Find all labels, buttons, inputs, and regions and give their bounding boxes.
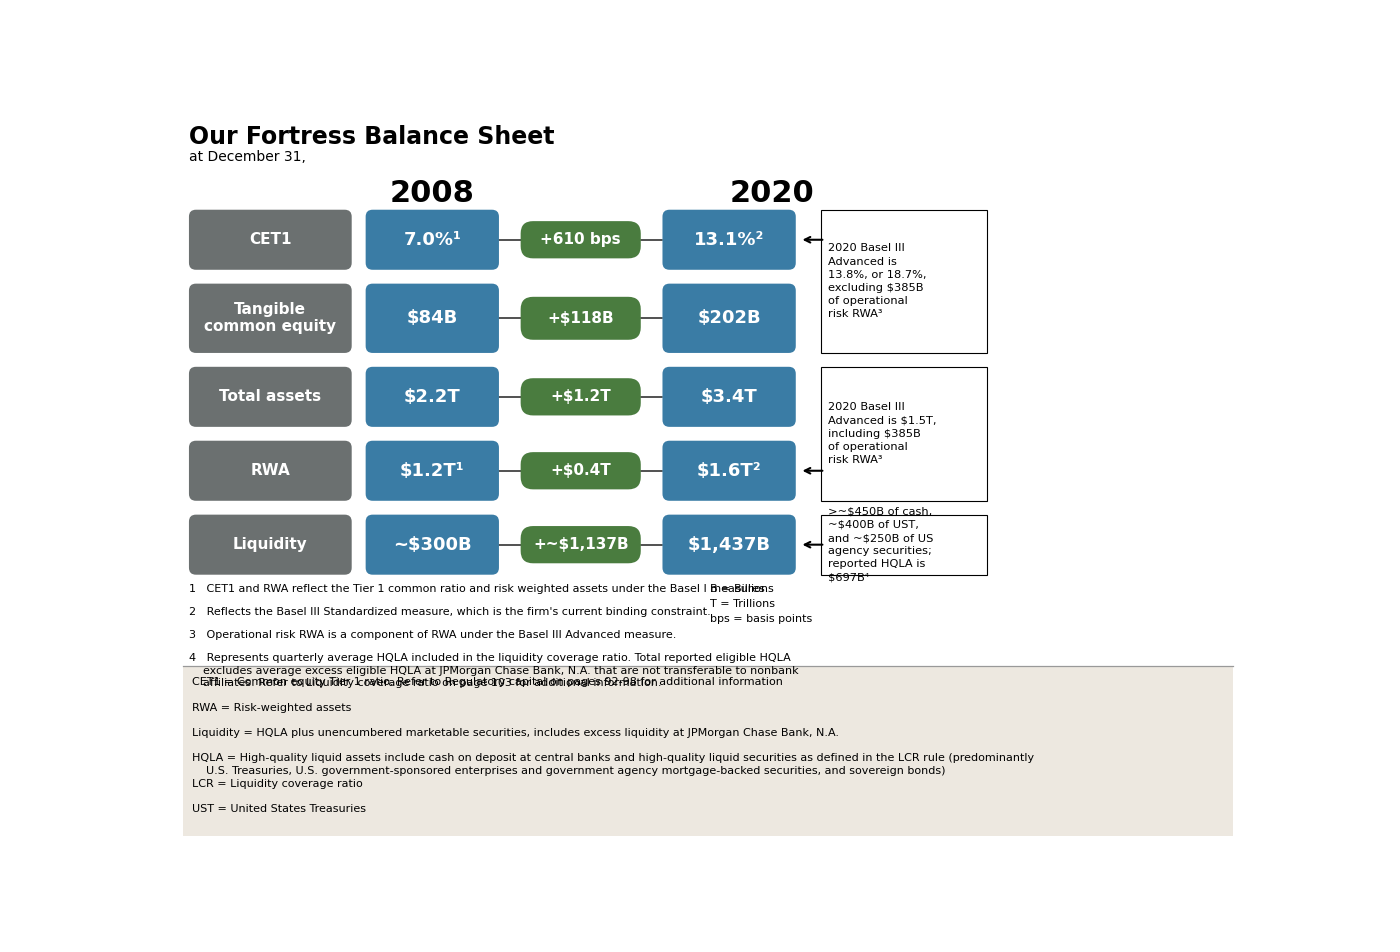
FancyBboxPatch shape [365, 284, 498, 353]
Text: 13.1%²: 13.1%² [694, 230, 764, 248]
Text: 2   Reflects the Basel III Standardized measure, which is the firm's current bin: 2 Reflects the Basel III Standardized me… [189, 607, 711, 617]
Text: +$118B: +$118B [547, 310, 615, 326]
FancyBboxPatch shape [365, 515, 498, 575]
Text: 1   CET1 and RWA reflect the Tier 1 common ratio and risk weighted assets under : 1 CET1 and RWA reflect the Tier 1 common… [189, 584, 769, 594]
Text: Liquidity = HQLA plus unencumbered marketable securities, includes excess liquid: Liquidity = HQLA plus unencumbered marke… [192, 728, 839, 738]
Text: 4   Represents quarterly average HQLA included in the liquidity coverage ratio. : 4 Represents quarterly average HQLA incl… [189, 653, 798, 688]
Text: 3   Operational risk RWA is a component of RWA under the Basel III Advanced meas: 3 Operational risk RWA is a component of… [189, 630, 676, 640]
Text: +610 bps: +610 bps [540, 232, 622, 248]
Text: 2020 Basel III
Advanced is
13.8%, or 18.7%,
excluding $385B
of operational
risk : 2020 Basel III Advanced is 13.8%, or 18.… [829, 244, 927, 319]
Text: UST = United States Treasuries: UST = United States Treasuries [192, 804, 365, 814]
Text: 2020: 2020 [729, 179, 815, 208]
Text: Liquidity: Liquidity [232, 537, 308, 552]
FancyBboxPatch shape [521, 526, 641, 564]
Text: Total assets: Total assets [220, 389, 322, 405]
Bar [820, 209, 987, 353]
FancyBboxPatch shape [521, 452, 641, 489]
Text: $1,437B: $1,437B [687, 536, 770, 554]
FancyBboxPatch shape [189, 367, 351, 426]
Text: 2020 Basel III
Advanced is $1.5T,
including $385B
of operational
risk RWA³: 2020 Basel III Advanced is $1.5T, includ… [829, 403, 937, 466]
FancyBboxPatch shape [521, 221, 641, 258]
FancyBboxPatch shape [189, 209, 351, 269]
FancyBboxPatch shape [662, 284, 795, 353]
FancyBboxPatch shape [662, 441, 795, 501]
Bar [183, 666, 1233, 836]
FancyBboxPatch shape [365, 441, 498, 501]
Text: +~$1,137B: +~$1,137B [533, 537, 629, 552]
Text: RWA: RWA [251, 464, 290, 478]
Text: at December 31,: at December 31, [189, 150, 305, 165]
Text: $1.2T¹: $1.2T¹ [400, 462, 465, 480]
Text: ~$300B: ~$300B [393, 536, 472, 554]
FancyBboxPatch shape [662, 515, 795, 575]
FancyBboxPatch shape [662, 367, 795, 426]
FancyBboxPatch shape [521, 378, 641, 415]
Text: HQLA = High-quality liquid assets include cash on deposit at central banks and h: HQLA = High-quality liquid assets includ… [192, 753, 1035, 776]
Text: Our Fortress Balance Sheet: Our Fortress Balance Sheet [189, 125, 554, 149]
FancyBboxPatch shape [189, 441, 351, 501]
FancyBboxPatch shape [521, 297, 641, 340]
Text: $1.6T²: $1.6T² [697, 462, 762, 480]
Text: LCR = Liquidity coverage ratio: LCR = Liquidity coverage ratio [192, 779, 363, 789]
Text: $84B: $84B [406, 309, 458, 327]
Text: $3.4T: $3.4T [701, 387, 757, 406]
Bar [820, 367, 987, 501]
Text: $2.2T: $2.2T [405, 387, 461, 406]
FancyBboxPatch shape [189, 284, 351, 353]
Text: >~$450B of cash,
~$400B of UST,
and ~$250B of US
agency securities;
reported HQL: >~$450B of cash, ~$400B of UST, and ~$25… [829, 506, 934, 583]
Text: $202B: $202B [697, 309, 762, 327]
FancyBboxPatch shape [189, 515, 351, 575]
Text: +$0.4T: +$0.4T [550, 464, 610, 478]
FancyBboxPatch shape [662, 209, 795, 269]
Text: 7.0%¹: 7.0%¹ [403, 230, 461, 248]
Text: +$1.2T: +$1.2T [550, 389, 610, 405]
FancyBboxPatch shape [365, 367, 498, 426]
Text: RWA = Risk-weighted assets: RWA = Risk-weighted assets [192, 703, 351, 712]
Text: CET1 = Common equity Tier 1 ratio. Refer to Regulatory capital on pages 92-98 fo: CET1 = Common equity Tier 1 ratio. Refer… [192, 677, 783, 687]
Text: 2008: 2008 [389, 179, 475, 208]
Bar [820, 515, 987, 575]
Text: B = Billions
T = Trillions
bps = basis points: B = Billions T = Trillions bps = basis p… [710, 584, 812, 624]
FancyBboxPatch shape [365, 209, 498, 269]
Text: Tangible
common equity: Tangible common equity [204, 302, 336, 334]
Text: CET1: CET1 [249, 232, 291, 248]
